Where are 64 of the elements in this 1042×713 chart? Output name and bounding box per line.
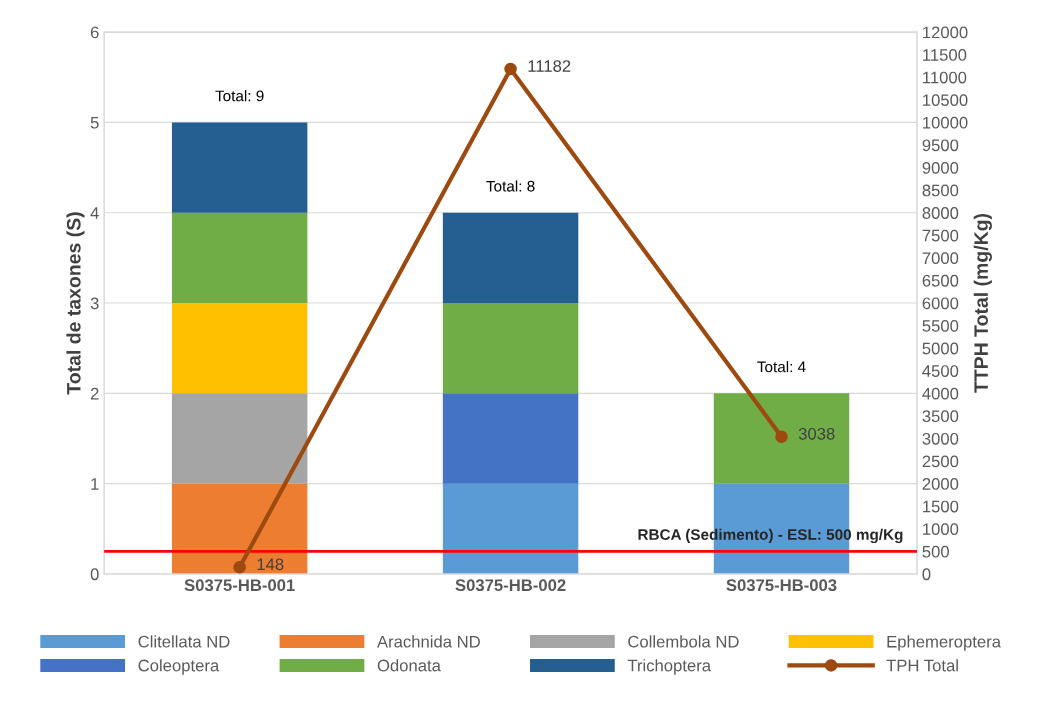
y2-tick-label: 7500 xyxy=(922,229,959,242)
y2-tick-label: 10000 xyxy=(923,116,968,129)
bar xyxy=(171,393,308,484)
y2-tick-label: 3000 xyxy=(922,432,959,445)
bar xyxy=(713,393,850,484)
y2-tick-label: 2000 xyxy=(922,478,959,490)
data-label: 3038 xyxy=(798,427,835,440)
y2-tick-label: 11500 xyxy=(923,49,967,61)
total-label: Total: 9 xyxy=(215,90,264,102)
x-tick-label: S0375-HB-003 xyxy=(726,579,837,592)
y-tick-label: 1 xyxy=(91,478,99,490)
y-tick-label: 5 xyxy=(90,116,99,129)
y-tick-label: 6 xyxy=(90,26,99,39)
legend-label: Coleoptera xyxy=(138,659,220,675)
y2-tick-label: 10500 xyxy=(923,94,968,107)
y2-tick-label: 1000 xyxy=(923,523,959,536)
y2-tick-label: 6500 xyxy=(922,274,959,287)
point xyxy=(233,561,246,574)
y2-tick-label: 5000 xyxy=(922,342,959,355)
y2-tick-label: 11000 xyxy=(923,71,967,84)
y2-tick-label: 500 xyxy=(922,545,949,558)
y2-tick-label: 4500 xyxy=(922,365,959,377)
y2-tick-label: 0 xyxy=(922,568,931,581)
x-tick-label: S0375-HB-001 xyxy=(184,579,295,592)
y-axis-title: Total de taxones (S) xyxy=(66,212,85,395)
legend-label: TPH Total xyxy=(886,659,958,672)
y2-tick-label: 4000 xyxy=(922,387,959,400)
total-label: Total: 8 xyxy=(486,180,535,192)
legend-label: Collembola ND xyxy=(628,635,739,648)
y2-tick-label: 9000 xyxy=(922,161,959,174)
y2-tick-label: 9500 xyxy=(922,139,959,152)
bar xyxy=(442,303,579,394)
point xyxy=(504,62,517,76)
data-label: 148 xyxy=(257,558,284,571)
legend-label: Clitellata ND xyxy=(138,635,230,648)
bar xyxy=(442,393,579,484)
y2-tick-label: 5500 xyxy=(922,320,959,332)
legend-label: Arachnida ND xyxy=(376,635,480,648)
bar xyxy=(171,303,308,394)
bar xyxy=(171,122,308,213)
legend-label: Odonata xyxy=(377,659,441,672)
bar xyxy=(442,483,579,574)
y2-tick-label: 2500 xyxy=(922,455,959,468)
total-label: Total: 4 xyxy=(757,361,806,373)
y2-tick-label: 1500 xyxy=(923,500,959,513)
bar xyxy=(171,483,308,574)
y-tick-label: 3 xyxy=(90,297,99,310)
y2-tick-label: 12000 xyxy=(923,26,968,39)
y-tick-label: 0 xyxy=(90,568,99,581)
y-tick-label: 4 xyxy=(90,207,99,219)
y2-axis-title: TTPH Total (mg/Kg) xyxy=(973,213,992,393)
bar xyxy=(171,212,308,304)
y2-tick-label: 7000 xyxy=(922,252,959,265)
y2-tick-label: 8000 xyxy=(922,207,959,219)
point xyxy=(775,430,788,444)
bar xyxy=(442,212,579,304)
legend-label: Trichoptera xyxy=(627,659,712,675)
legend-label: Ephemeroptera xyxy=(887,635,1001,651)
y2-tick-label: 8500 xyxy=(922,184,959,197)
x-tick-label: S0375-HB-002 xyxy=(455,579,566,592)
y2-tick-label: 6000 xyxy=(922,297,959,310)
data-label: 11182 xyxy=(528,60,571,72)
y2-tick-label: 3500 xyxy=(922,410,959,423)
y-tick-label: 2 xyxy=(90,387,99,400)
